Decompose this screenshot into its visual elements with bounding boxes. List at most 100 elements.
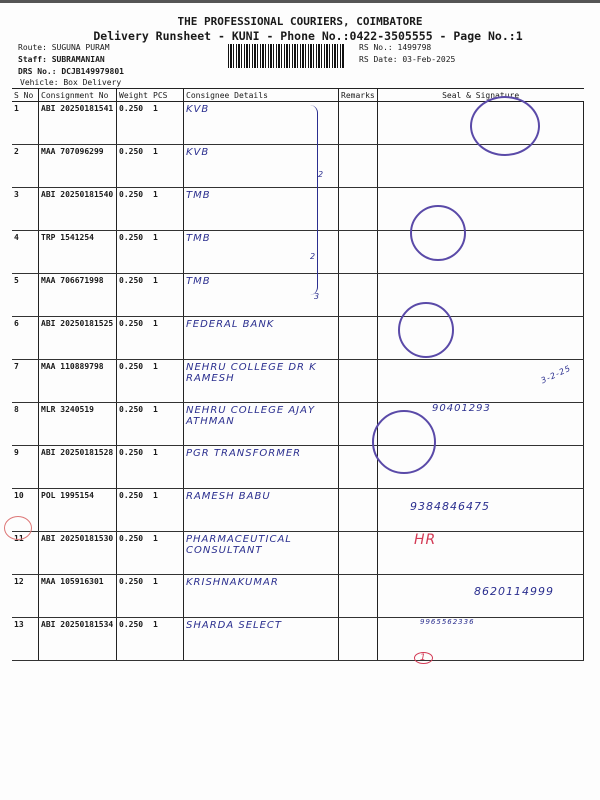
sno: 6 — [12, 316, 39, 360]
weight: 0.250 — [116, 273, 151, 317]
table-row: 2 MAA 707096299 0.250 1 KVB — [12, 144, 585, 188]
remarks — [338, 445, 378, 489]
table-row: 13 ABI 20250181534 0.250 1 SHARDA SELECT — [12, 617, 585, 661]
sno: 9 — [12, 445, 39, 489]
col-consignee: Consignee Details — [183, 88, 339, 102]
seal-signature — [376, 617, 585, 661]
remarks — [338, 187, 378, 231]
col-seal: Seal & Signature — [376, 88, 584, 102]
seal-signature — [376, 359, 585, 403]
pcs: 1 — [151, 316, 184, 360]
remarks — [338, 101, 378, 145]
group-note-3: 3 — [314, 292, 321, 301]
consignment-no: ABI 20250181534 — [38, 617, 117, 661]
pcs: 1 — [151, 488, 184, 532]
group-note-2: 2 — [310, 252, 317, 261]
scan-edge — [0, 0, 600, 3]
remarks — [338, 359, 378, 403]
route: Route: SUGUNA PURAM — [18, 43, 110, 52]
consignment-no: MLR 3240519 — [38, 402, 117, 446]
hr-note: HR — [414, 532, 437, 548]
consignee-details: FEDERAL BANK — [183, 316, 339, 360]
weight: 0.250 — [116, 574, 151, 618]
weight: 0.250 — [116, 144, 151, 188]
seal-signature — [376, 488, 585, 532]
sno: 1 — [12, 101, 39, 145]
remarks — [338, 273, 378, 317]
circled-mark: 1 — [414, 652, 433, 664]
weight: 0.250 — [116, 617, 151, 661]
table-row: 8 MLR 3240519 0.250 1 NEHRU COLLEGE AJAY ATH… — [12, 402, 585, 446]
consignee-details: NEHRU COLLEGE DR K RAMESH — [183, 359, 339, 403]
consignment-no: MAA 110889798 — [38, 359, 117, 403]
seal-signature — [376, 230, 585, 274]
pcs: 1 — [151, 531, 184, 575]
seal-signature — [376, 187, 585, 231]
table-row: 7 MAA 110889798 0.250 1 NEHRU COLLEGE DR K R… — [12, 359, 585, 403]
consignment-no: ABI 20250181530 — [38, 531, 117, 575]
pcs: 1 — [151, 617, 184, 661]
consignee-details: SHARDA SELECT — [183, 617, 339, 661]
seal-stamp — [410, 205, 466, 261]
remarks — [338, 316, 378, 360]
seal-signature — [376, 574, 585, 618]
remarks — [338, 402, 378, 446]
sno: 3 — [12, 187, 39, 231]
table-row: 12 MAA 105916301 0.250 1 KRISHNAKUMAR — [12, 574, 585, 618]
pcs: 1 — [151, 101, 184, 145]
remarks — [338, 230, 378, 274]
sno: 12 — [12, 574, 39, 618]
pcs: 1 — [151, 402, 184, 446]
pcs: 1 — [151, 359, 184, 403]
rs-date: RS Date: 03-Feb-2025 — [359, 55, 456, 64]
weight: 0.250 — [116, 402, 151, 446]
consignment-no: ABI 20250181541 — [38, 101, 117, 145]
col-consignment: Consignment No — [38, 88, 117, 102]
table-row: 4 TRP 1541254 0.250 1 TMB — [12, 230, 585, 274]
red-circle-mark — [4, 516, 32, 540]
consignee-details: KRISHNAKUMAR — [183, 574, 339, 618]
consignment-no: ABI 20250181528 — [38, 445, 117, 489]
phone-note: 8620114999 — [474, 585, 554, 598]
col-weight: Weight — [116, 88, 151, 102]
table-row: 11 ABI 20250181530 0.250 1 PHARMACEUTICAL CO… — [12, 531, 585, 575]
company-title: THE PROFESSIONAL COURIERS, COIMBATORE — [177, 15, 423, 28]
barcode — [228, 44, 344, 68]
seal-stamp — [398, 302, 454, 358]
sno: 7 — [12, 359, 39, 403]
consignment-no: ABI 20250181525 — [38, 316, 117, 360]
table-row: 10 POL 1995154 0.250 1 RAMESH BABU — [12, 488, 585, 532]
phone-note: 9965562336 — [420, 618, 475, 626]
consignee-details: NEHRU COLLEGE AJAY ATHMAN — [183, 402, 339, 446]
consignee-details: RAMESH BABU — [183, 488, 339, 532]
sno: 13 — [12, 617, 39, 661]
table-row: 5 MAA 706671998 0.250 1 TMB — [12, 273, 585, 317]
consignee-details: KVB — [183, 144, 339, 188]
remarks — [338, 488, 378, 532]
consignment-no: MAA 105916301 — [38, 574, 117, 618]
consignee-details: TMB — [183, 273, 339, 317]
pcs: 1 — [151, 574, 184, 618]
weight: 0.250 — [116, 488, 151, 532]
weight: 0.250 — [116, 531, 151, 575]
consignee-details: TMB — [183, 230, 339, 274]
consignment-no: ABI 20250181540 — [38, 187, 117, 231]
col-pcs: PCS — [151, 88, 184, 102]
group-note-1: 2 — [318, 170, 325, 179]
pcs: 1 — [151, 230, 184, 274]
seal-signature — [376, 531, 585, 575]
consignment-no: MAA 706671998 — [38, 273, 117, 317]
phone-note: 90401293 — [432, 403, 491, 414]
consignment-no: POL 1995154 — [38, 488, 117, 532]
runsheet-table: S No Consignment No Weight PCS Consignee… — [12, 88, 585, 661]
consignment-no: MAA 707096299 — [38, 144, 117, 188]
seal-signature — [376, 144, 585, 188]
rs-number: RS No.: 1499798 — [359, 43, 432, 52]
remarks — [338, 531, 378, 575]
weight: 0.250 — [116, 230, 151, 274]
remarks — [338, 574, 378, 618]
weight: 0.250 — [116, 359, 151, 403]
seal-stamp — [372, 410, 436, 474]
pcs: 1 — [151, 187, 184, 231]
weight: 0.250 — [116, 316, 151, 360]
